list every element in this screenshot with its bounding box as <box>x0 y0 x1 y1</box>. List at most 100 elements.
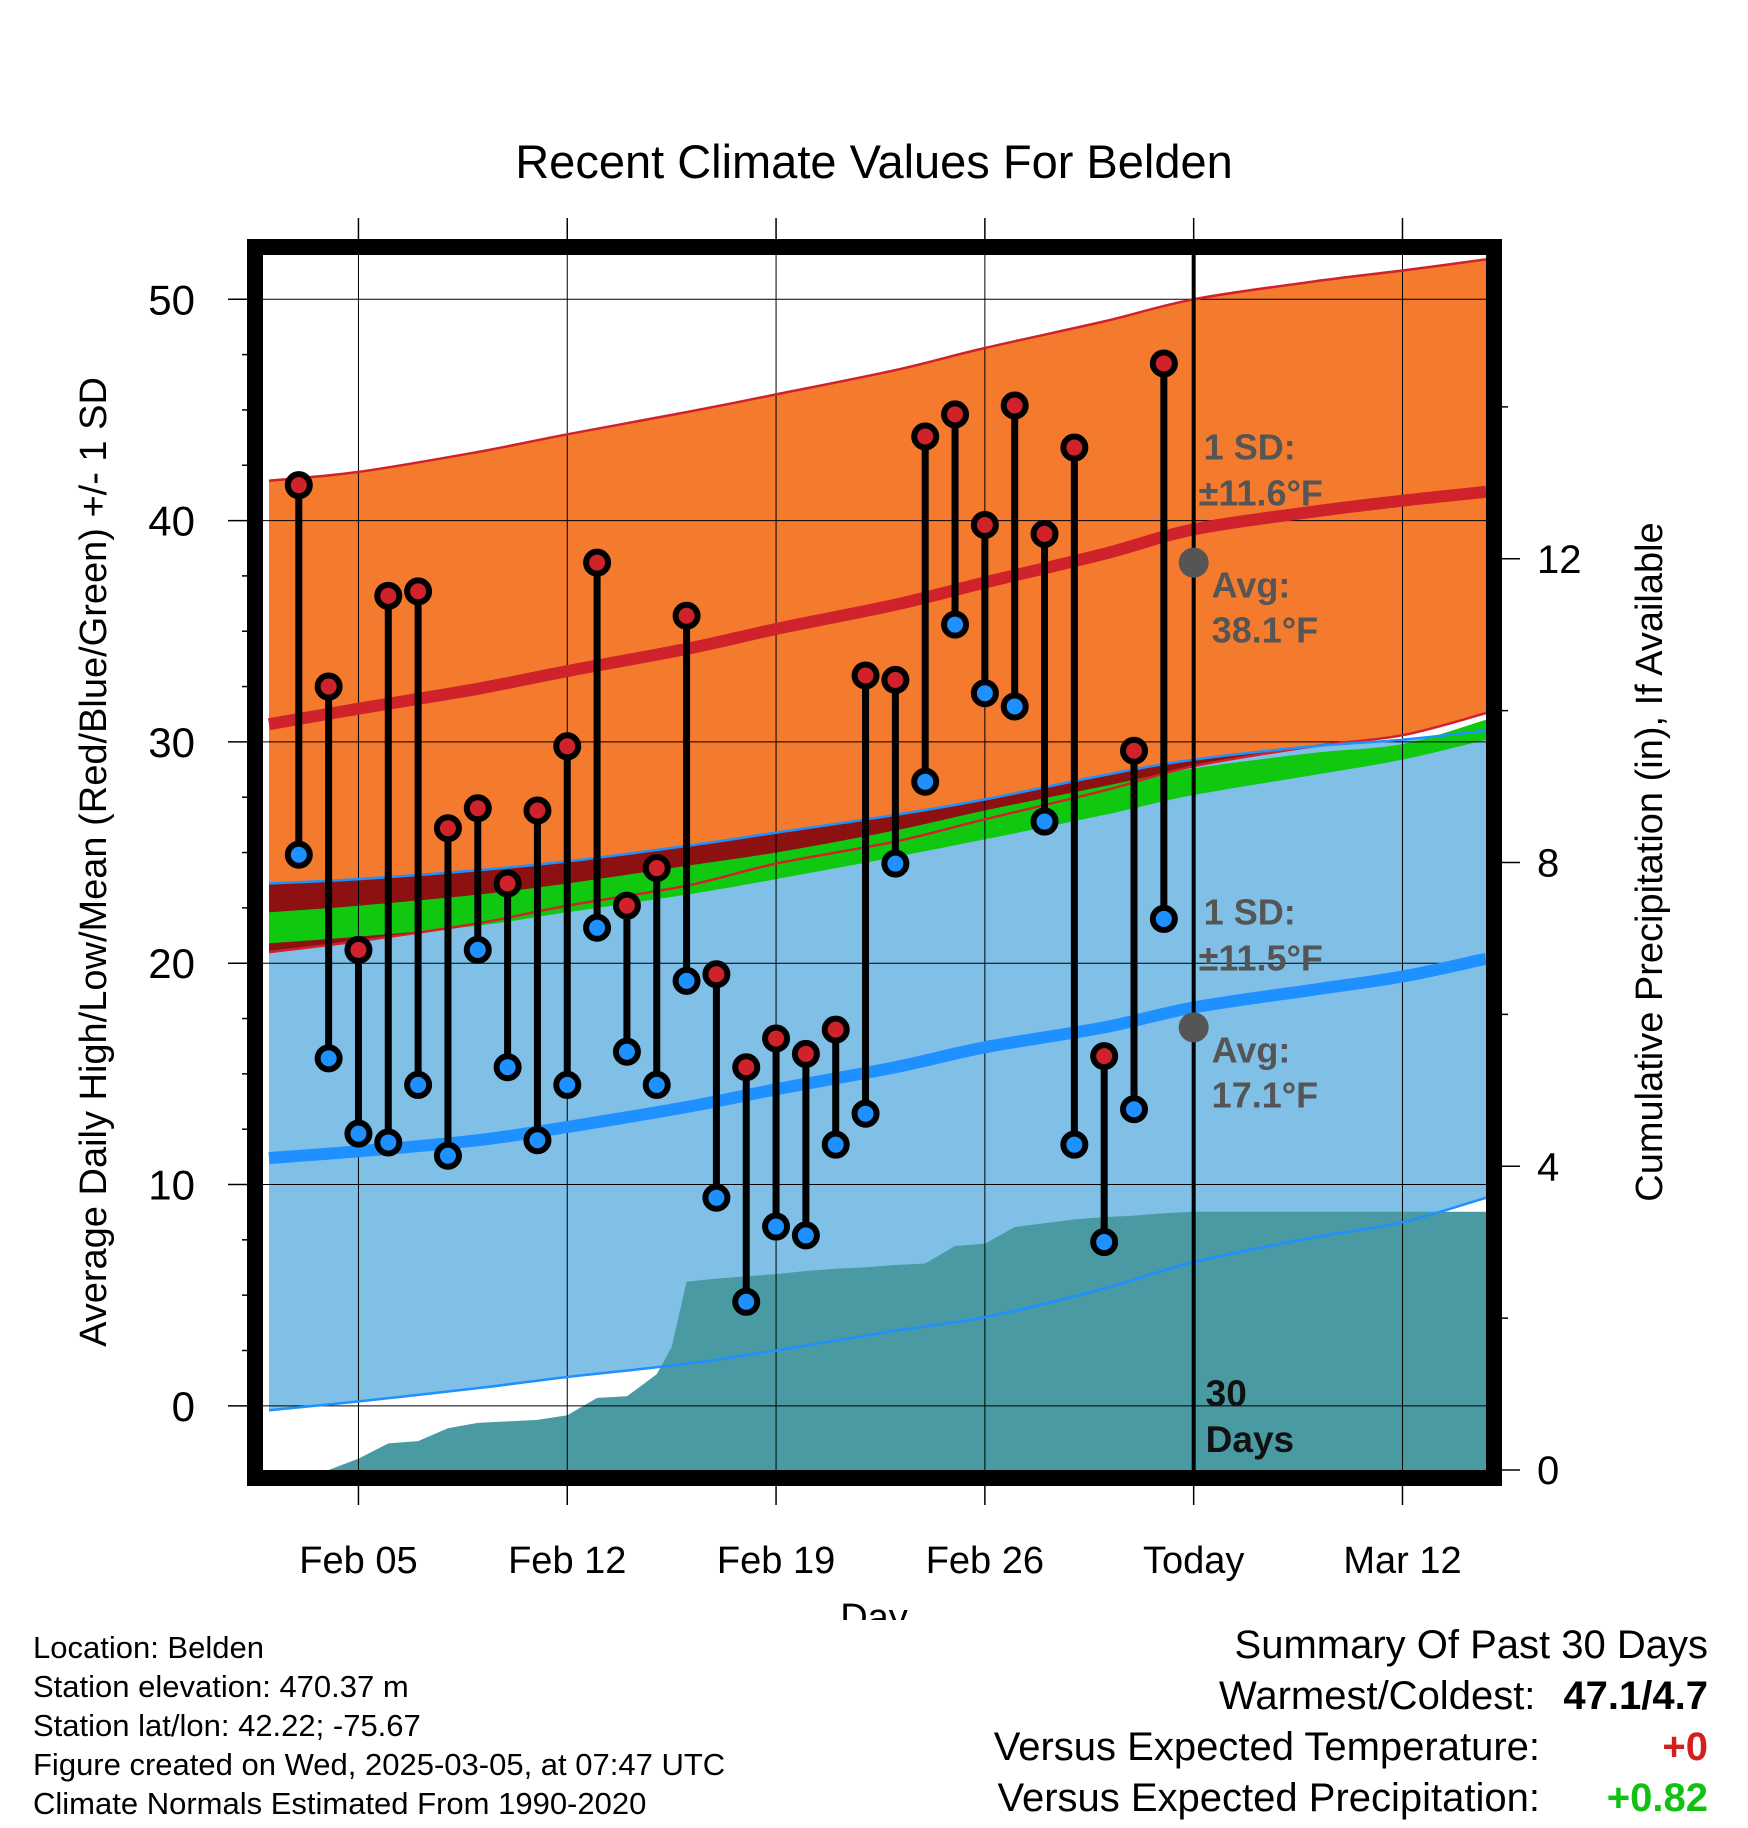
high-point <box>284 471 313 500</box>
daily-bars <box>284 349 1178 1316</box>
precip-label: Versus Expected Precipitation: <box>997 1776 1540 1820</box>
y-axis: 0 10 20 30 40 50 <box>148 276 255 1430</box>
x-tick-label: Feb 12 <box>508 1540 626 1582</box>
high-point <box>523 796 552 825</box>
high-point <box>970 511 999 539</box>
temp-label: Versus Expected Temperature: <box>993 1725 1540 1769</box>
high-point <box>1090 1042 1119 1071</box>
low-point <box>762 1212 791 1241</box>
chart-title: Recent Climate Values For Belden <box>515 135 1233 188</box>
low-point <box>284 840 313 869</box>
low-point <box>970 679 999 708</box>
y-tick-label: 40 <box>148 498 195 545</box>
high-point <box>433 814 462 843</box>
location-text: Location: Belden <box>33 1630 264 1665</box>
low-avg-value: 17.1°F <box>1212 1074 1318 1115</box>
plot-area <box>263 255 1486 1470</box>
high-point <box>791 1039 820 1068</box>
climate-chart: Recent Climate Values For Belden 1 SD: ±… <box>73 135 1671 1620</box>
low-mean-line <box>268 952 1486 1164</box>
high-avg-marker <box>1178 547 1209 578</box>
high-point <box>553 732 582 761</box>
high-point <box>1120 736 1149 765</box>
today-label-line: Days <box>1206 1419 1294 1460</box>
x-axis: Feb 05 Feb 12 Feb 19 Feb 26 Today Mar 12 <box>299 218 1462 1582</box>
low-point <box>374 1128 403 1157</box>
low-point <box>1060 1130 1089 1159</box>
x-axis-label: Day <box>840 1597 908 1620</box>
warm-cold-value: 47.1/4.7 <box>1563 1674 1708 1718</box>
low-point <box>1120 1095 1149 1124</box>
low-avg-label: Avg: <box>1212 1029 1291 1070</box>
x-tick-label: Feb 05 <box>299 1540 417 1582</box>
high-point <box>911 422 940 451</box>
low-point <box>821 1130 850 1159</box>
low-point <box>612 1037 641 1066</box>
mean-sd-band <box>269 719 1486 944</box>
low-point <box>463 935 492 964</box>
y-tick-label: 10 <box>148 1162 195 1209</box>
high-point <box>851 661 880 690</box>
low-point <box>553 1070 582 1099</box>
y-tick-label: 50 <box>148 276 195 323</box>
temp-value: +0 <box>1662 1725 1708 1769</box>
high-avg-label: Avg: <box>1212 565 1291 606</box>
precip-value: +0.82 <box>1606 1776 1708 1820</box>
x-tick-label: Today <box>1143 1540 1244 1582</box>
today-days-label: 30 Days <box>1206 1373 1294 1460</box>
high-point <box>821 1015 850 1044</box>
high-point <box>881 665 910 694</box>
summary-warm-cold: Warmest/Coldest: 47.1/4.7 <box>994 1671 1708 1722</box>
low-point <box>1030 807 1059 836</box>
high-point <box>314 672 343 701</box>
y-tick-label: 30 <box>148 719 195 766</box>
high-point <box>1030 519 1059 548</box>
y-axis-label: Average Daily High/Low/Mean (Red/Blue/Gr… <box>73 377 115 1347</box>
low-point <box>702 1183 731 1212</box>
warm-cold-label: Warmest/Coldest: <box>1219 1674 1536 1718</box>
y2-tick-label: 0 <box>1537 1449 1559 1493</box>
high-point <box>672 601 701 630</box>
x-tick-label: Feb 26 <box>926 1540 1044 1582</box>
y2-tick-label: 12 <box>1537 538 1582 582</box>
low-sd-label: 1 SD: <box>1204 891 1296 932</box>
low-point <box>851 1099 880 1128</box>
high-sd-label: 1 SD: <box>1204 427 1296 468</box>
normals-text: Climate Normals Estimated From 1990-2020 <box>33 1786 647 1821</box>
high-point <box>404 577 433 606</box>
y2-tick-label: 8 <box>1537 842 1559 886</box>
summary-precip: Versus Expected Precipitation: +0.82 <box>994 1773 1708 1824</box>
elevation-text: Station elevation: 470.37 m <box>33 1669 409 1704</box>
y-tick-label: 20 <box>148 940 195 987</box>
low-point <box>523 1126 552 1155</box>
low-point <box>881 849 910 878</box>
today-label-line: 30 <box>1206 1373 1247 1414</box>
high-point <box>344 935 373 964</box>
low-point <box>911 767 940 796</box>
high-point <box>493 869 522 898</box>
low-point <box>1000 692 1029 721</box>
low-avg-marker <box>1178 1012 1209 1043</box>
high-avg-value: 38.1°F <box>1212 610 1318 651</box>
high-point <box>642 854 671 883</box>
low-point <box>941 610 970 639</box>
high-point <box>762 1024 791 1053</box>
summary-title: Summary Of Past 30 Days <box>1234 1623 1708 1667</box>
high-point <box>374 581 403 610</box>
y-tick-label: 0 <box>172 1383 195 1430</box>
annotations: 1 SD: ±11.6°F Avg: 38.1°F 1 SD: ±11.5°F … <box>1199 427 1323 1116</box>
low-point <box>404 1070 433 1099</box>
created-text: Figure created on Wed, 2025-03-05, at 07… <box>33 1747 726 1782</box>
high-point <box>463 794 492 823</box>
low-point <box>642 1070 671 1099</box>
low-point <box>314 1044 343 1073</box>
latlon-text: Station lat/lon: 42.22; -75.67 <box>33 1708 421 1743</box>
low-point <box>732 1287 761 1316</box>
low-point <box>493 1053 522 1082</box>
y2-axis-label: Cumulative Precipitation (in), If Availa… <box>1629 522 1671 1201</box>
high-point <box>612 891 641 920</box>
low-point <box>1090 1228 1119 1257</box>
high-point <box>732 1053 761 1082</box>
low-point <box>1149 904 1178 933</box>
summary-temp: Versus Expected Temperature: +0 <box>994 1722 1708 1773</box>
